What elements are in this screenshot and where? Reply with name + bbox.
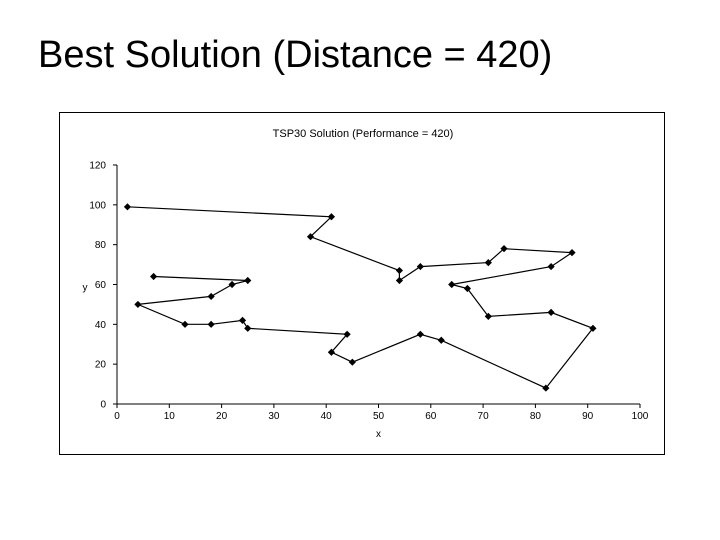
city-marker	[547, 308, 555, 316]
x-tick-label: 10	[164, 411, 176, 422]
city-marker	[327, 213, 336, 221]
city-marker	[244, 276, 252, 285]
y-tick-label: 80	[95, 240, 107, 251]
y-tick-label: 0	[100, 400, 106, 411]
axes-layer	[113, 164, 641, 408]
city-marker	[395, 276, 404, 285]
city-marker	[123, 203, 132, 211]
x-tick-label: 30	[268, 411, 280, 422]
city-marker	[484, 258, 492, 267]
x-tick-label: 20	[216, 411, 228, 422]
city-marker	[395, 266, 404, 275]
city-marker	[463, 284, 472, 293]
y-tick-label: 120	[89, 161, 106, 172]
x-tick-label: 100	[632, 411, 649, 422]
x-tick-label: 80	[530, 411, 542, 422]
city-marker	[542, 384, 550, 392]
x-tick-label: 40	[321, 411, 333, 422]
city-marker	[207, 320, 215, 328]
y-tick-label: 20	[95, 360, 107, 371]
city-marker	[244, 324, 252, 332]
y-tick-label: 60	[95, 280, 107, 291]
city-marker	[448, 280, 456, 289]
city-marker	[134, 300, 142, 309]
city-marker	[306, 233, 315, 241]
city-marker	[327, 348, 336, 356]
city-marker	[228, 280, 236, 289]
route-line	[127, 206, 594, 389]
slide-title: Best Solution (Distance = 420)	[38, 34, 553, 76]
x-tick-label: 70	[478, 411, 490, 422]
y-tick-label: 40	[95, 320, 107, 331]
x-axis-label: x	[376, 429, 381, 440]
city-marker	[348, 358, 356, 366]
city-marker	[150, 272, 158, 281]
city-marker	[500, 245, 508, 253]
chart-title: TSP30 Solution (Performance = 420)	[273, 128, 454, 140]
city-marker	[207, 292, 215, 301]
label-layer: 0 20 40 60 80 100 120 0 10 20 30 40 50 60 70 80 90 100 x y	[83, 161, 649, 441]
x-tick-label: 0	[114, 411, 120, 422]
tsp-chart: TSP30 Solution (Performance = 420) 0 20 40…	[83, 128, 649, 441]
marker-layer	[123, 203, 597, 392]
x-tick-label: 50	[373, 411, 385, 422]
city-marker	[238, 316, 247, 324]
y-axis-label: y	[83, 283, 88, 294]
route-layer	[127, 206, 594, 389]
city-marker	[416, 330, 424, 338]
city-marker	[416, 262, 424, 271]
city-marker	[568, 249, 576, 257]
city-marker	[547, 262, 555, 271]
y-tick-label: 100	[89, 200, 106, 211]
city-marker	[437, 336, 445, 344]
city-marker	[181, 320, 189, 328]
x-tick-label: 90	[582, 411, 594, 422]
x-tick-label: 60	[425, 411, 437, 422]
city-marker	[589, 324, 597, 332]
chart-frame: TSP30 Solution (Performance = 420) 0 20 40…	[59, 112, 665, 455]
